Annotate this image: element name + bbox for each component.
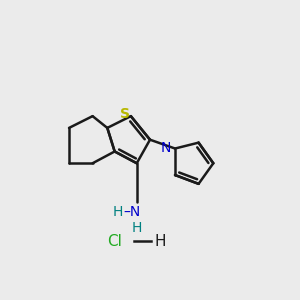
Text: H: H	[132, 221, 142, 235]
Text: H: H	[113, 205, 124, 219]
Text: Cl: Cl	[107, 234, 122, 249]
Text: H: H	[154, 234, 166, 249]
Text: S: S	[120, 107, 130, 121]
Text: –N: –N	[124, 205, 141, 219]
Text: N: N	[161, 141, 171, 155]
